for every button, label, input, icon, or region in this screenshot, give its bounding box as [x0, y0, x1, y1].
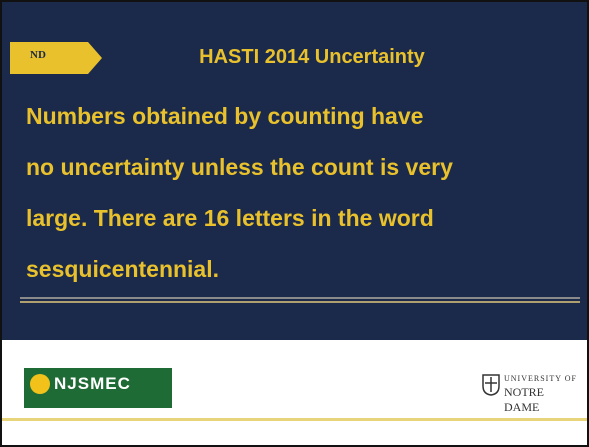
logo-line: NOTRE DAME [504, 385, 544, 414]
body-line: no uncertainty unless the count is very [26, 154, 453, 180]
njsmec-logo-text: NJSMEC [54, 374, 131, 393]
logo-sun [30, 374, 50, 394]
divider [20, 297, 580, 303]
notre-dame-logo: UNIVERSITY OF NOTRE DAME [480, 372, 580, 414]
shield [482, 374, 500, 396]
logo-tab [10, 42, 102, 74]
slide-title: HASTI 2014 Uncertainty [199, 46, 425, 68]
njsmec-logo: NJSMEC [24, 368, 172, 408]
logo-line: UNIVERSITY OF [504, 374, 577, 383]
footer-line [2, 418, 587, 421]
body-line: Numbers obtained by counting have [26, 103, 424, 129]
body-line: sesquicentennial. [26, 256, 220, 282]
body-line: large. There are 16 letters in the word [26, 205, 434, 231]
nd-logo: ND [30, 49, 46, 61]
